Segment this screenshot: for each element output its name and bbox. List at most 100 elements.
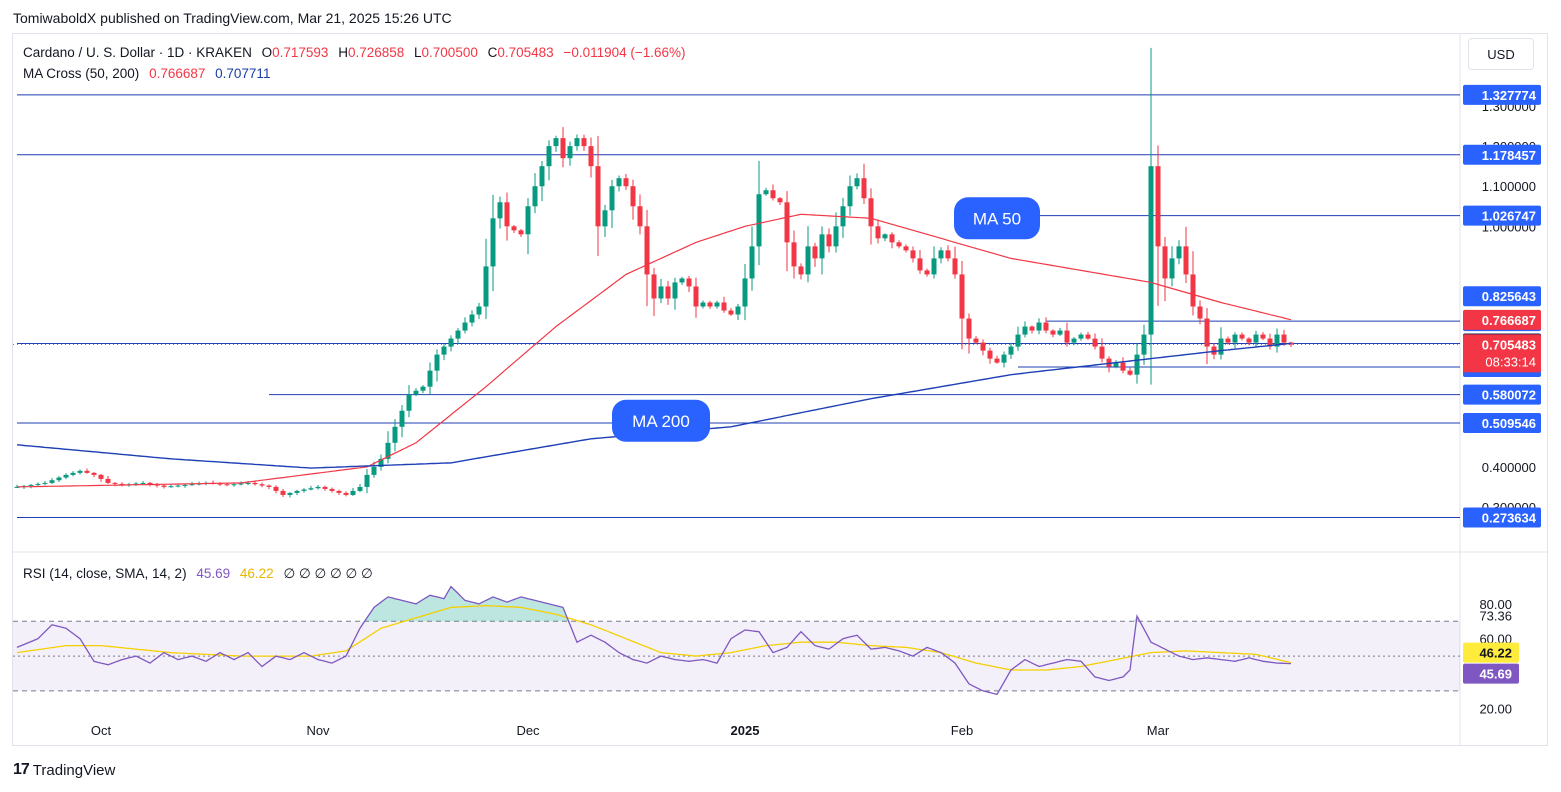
candle-body[interactable]	[245, 482, 251, 484]
ma50-price-tag[interactable]	[1463, 309, 1541, 330]
candle-body[interactable]	[994, 358, 1000, 363]
candle-body[interactable]	[28, 484, 34, 486]
candle-body[interactable]	[77, 470, 83, 473]
candle-body[interactable]	[287, 492, 293, 495]
candle-body[interactable]	[1190, 274, 1196, 307]
candle-body[interactable]	[987, 350, 993, 359]
candle-body[interactable]	[35, 483, 41, 485]
ma-cross-header[interactable]: MA Cross (50, 200) 0.766687 0.707711	[23, 66, 270, 81]
candle-body[interactable]	[511, 226, 517, 231]
candle-body[interactable]	[357, 486, 363, 491]
footer-brand[interactable]: 17 TradingView	[13, 761, 115, 779]
candle-body[interactable]	[833, 226, 839, 247]
candle-body[interactable]	[637, 206, 643, 227]
candle-body[interactable]	[560, 138, 566, 159]
candle-body[interactable]	[952, 258, 958, 275]
candle-body[interactable]	[693, 286, 699, 307]
candle-body[interactable]	[91, 472, 97, 475]
candle-body[interactable]	[1071, 338, 1077, 343]
candle-body[interactable]	[1064, 330, 1070, 343]
annotation-bubble[interactable]: MA 200	[612, 399, 710, 442]
level-price-tag[interactable]	[1463, 507, 1541, 528]
candle-body[interactable]	[280, 490, 286, 495]
candle-body[interactable]	[980, 342, 986, 351]
candle-body[interactable]	[1204, 318, 1210, 347]
candle-body[interactable]	[1148, 166, 1154, 335]
candle-body[interactable]	[959, 274, 965, 319]
candle-body[interactable]	[1162, 246, 1168, 279]
candle-body[interactable]	[399, 410, 405, 427]
candle-body[interactable]	[252, 482, 258, 485]
candle-body[interactable]	[1253, 334, 1259, 343]
candle-body[interactable]	[42, 482, 48, 484]
candle-body[interactable]	[630, 186, 636, 207]
candle-body[interactable]	[420, 386, 426, 391]
candle-body[interactable]	[574, 138, 580, 147]
candle-body[interactable]	[392, 426, 398, 443]
candle-body[interactable]	[371, 466, 377, 475]
candle-body[interactable]	[112, 482, 118, 484]
candle-body[interactable]	[504, 202, 510, 227]
candle-body[interactable]	[798, 266, 804, 275]
candle-body[interactable]	[532, 186, 538, 207]
candle-body[interactable]	[455, 330, 461, 339]
candle-body[interactable]	[1092, 338, 1098, 347]
candle-body[interactable]	[945, 250, 951, 259]
candle-body[interactable]	[14, 486, 20, 488]
candle-body[interactable]	[882, 234, 888, 239]
candle-body[interactable]	[854, 178, 860, 187]
candle-body[interactable]	[609, 186, 615, 211]
candle-body[interactable]	[105, 478, 111, 483]
candle-body[interactable]	[1260, 334, 1266, 339]
candle-body[interactable]	[49, 480, 55, 483]
candle-body[interactable]	[819, 234, 825, 259]
candle-body[interactable]	[1281, 334, 1287, 343]
symbol-name[interactable]: Cardano / U. S. Dollar · 1D · KRAKEN	[23, 45, 252, 60]
candle-body[interactable]	[448, 338, 454, 347]
candle-body[interactable]	[1015, 334, 1021, 347]
candle-body[interactable]	[1155, 166, 1161, 247]
candle-body[interactable]	[1225, 338, 1231, 343]
candle-body[interactable]	[147, 482, 153, 485]
candle-body[interactable]	[329, 488, 335, 491]
candle-body[interactable]	[616, 178, 622, 187]
candle-body[interactable]	[231, 484, 237, 486]
candle-body[interactable]	[1267, 338, 1273, 347]
annotation-bubble[interactable]: MA 50	[954, 197, 1040, 240]
level-price-tag[interactable]	[1463, 144, 1541, 165]
candle-body[interactable]	[364, 474, 370, 487]
candle-body[interactable]	[826, 234, 832, 247]
candle-body[interactable]	[1008, 346, 1014, 355]
candle-body[interactable]	[903, 246, 909, 251]
candle-body[interactable]	[182, 484, 188, 486]
candle-body[interactable]	[434, 354, 440, 371]
ma50-line[interactable]	[16, 213, 1292, 488]
candle-body[interactable]	[490, 218, 496, 267]
candle-body[interactable]	[273, 486, 279, 491]
candle-body[interactable]	[546, 146, 552, 167]
candle-body[interactable]	[931, 258, 937, 275]
candle-body[interactable]	[133, 483, 139, 485]
candle-body[interactable]	[427, 370, 433, 387]
candle-body[interactable]	[1211, 346, 1217, 355]
candle-body[interactable]	[1001, 354, 1007, 363]
currency-selector[interactable]: USD	[1468, 38, 1534, 70]
rsi-value-tag[interactable]	[1463, 663, 1519, 684]
rsi-value-tag[interactable]	[1463, 642, 1519, 663]
candle-body[interactable]	[1099, 346, 1105, 359]
candle-body[interactable]	[301, 489, 307, 491]
candle-body[interactable]	[763, 190, 769, 195]
candle-body[interactable]	[1036, 322, 1042, 331]
candle-body[interactable]	[1169, 258, 1175, 279]
candle-body[interactable]	[84, 470, 90, 473]
candle-body[interactable]	[1274, 334, 1280, 347]
candle-body[interactable]	[315, 486, 321, 489]
level-price-tag[interactable]	[1463, 286, 1541, 307]
candle-body[interactable]	[1183, 246, 1189, 275]
candle-body[interactable]	[742, 278, 748, 307]
candle-body[interactable]	[1043, 322, 1049, 331]
candle-body[interactable]	[98, 474, 104, 479]
candle-body[interactable]	[1106, 358, 1112, 367]
candle-body[interactable]	[70, 472, 76, 475]
candle-body[interactable]	[140, 482, 146, 484]
